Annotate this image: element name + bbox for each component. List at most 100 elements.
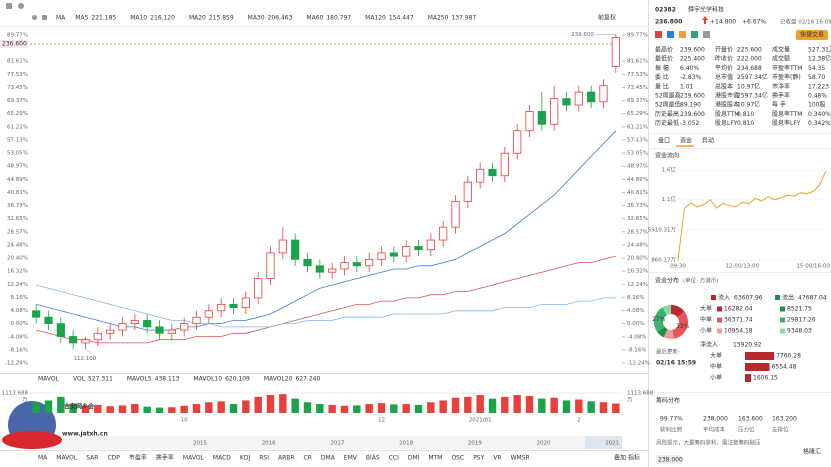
- candle-body: [204, 310, 213, 318]
- indicator-tab[interactable]: EMV: [344, 455, 358, 462]
- adjust-button[interactable]: 前复权: [598, 14, 616, 22]
- quote-value: -2.83%: [680, 74, 702, 81]
- table-header: 流出: [782, 294, 794, 302]
- indicator-tab[interactable]: WMSR: [511, 455, 530, 462]
- indicator-tab[interactable]: MTM: [428, 455, 442, 462]
- navigator[interactable]: [30, 436, 622, 449]
- bar-value: 7760.28: [776, 353, 801, 360]
- indicator-tab[interactable]: SAR: [86, 455, 98, 462]
- y-tick-label: 40.81%: [7, 190, 28, 196]
- quote-label: 港股股本: [715, 101, 739, 109]
- flow-line: [677, 170, 827, 260]
- indicator-tab[interactable]: ARBR: [278, 455, 295, 462]
- candle-body: [69, 336, 78, 344]
- donut-segment: [672, 311, 689, 339]
- y-tick-label: 24.48%: [627, 242, 648, 248]
- bar: [745, 352, 775, 360]
- indicator-tab[interactable]: CR: [304, 455, 312, 462]
- indicator-tab[interactable]: KDJ: [240, 455, 251, 462]
- y-tick-label: 57.13%: [627, 137, 648, 143]
- candle-body: [155, 326, 164, 334]
- volume-bar: [587, 401, 595, 413]
- settings-icon[interactable]: [42, 15, 47, 20]
- volume-bar: [131, 404, 139, 413]
- bar-label: 中单: [710, 363, 722, 371]
- indicator-tab[interactable]: BIAS: [366, 455, 380, 462]
- quote-label: 总市值: [715, 73, 733, 81]
- y-tick-label: 53.05%: [7, 151, 28, 157]
- candle-body: [439, 226, 448, 241]
- y-tick-label: 53.05%: [627, 151, 648, 157]
- indicator-tab[interactable]: 市盈率: [129, 454, 147, 462]
- indicator-tab[interactable]: OSC: [451, 455, 464, 462]
- navigator-year: 2016: [262, 441, 276, 447]
- indicator-tab[interactable]: 换手率: [156, 454, 174, 462]
- candle-body: [241, 297, 250, 308]
- quote-label: 换手率: [772, 92, 790, 100]
- quote-label: 52周最高: [655, 92, 681, 100]
- y-tick-label: 69.37%: [627, 98, 648, 104]
- quote-value: 2597.34亿: [737, 73, 768, 81]
- volume-bar: [414, 404, 423, 413]
- trade-button[interactable]: [796, 30, 828, 40]
- status: 已收盘 02/16 16:09: [780, 18, 831, 26]
- legend-box: [711, 295, 716, 300]
- ma-name: MA5: [75, 15, 88, 22]
- indicator-tab[interactable]: MA: [38, 455, 48, 462]
- indicator-tab[interactable]: DMA: [321, 455, 336, 462]
- vol-name: MAVOL10: [193, 376, 222, 383]
- navigator-window[interactable]: [585, 436, 622, 449]
- panel-tab[interactable]: 盘口: [658, 137, 670, 145]
- indicator-tab[interactable]: CDP: [107, 455, 120, 462]
- volume-bar: [168, 407, 176, 413]
- volume-bar: [106, 406, 114, 413]
- indicator-tab[interactable]: RSI: [259, 455, 269, 462]
- volume-bar: [155, 407, 164, 413]
- indicator-tab[interactable]: MAVOL: [56, 455, 78, 462]
- candle-body: [229, 303, 238, 308]
- volume-bar: [192, 404, 201, 413]
- ma-name: MA30: [248, 15, 265, 22]
- settings-icon[interactable]: [32, 15, 37, 20]
- indicator-tab[interactable]: PSY: [473, 455, 484, 462]
- tool-icon: [6, 3, 12, 9]
- candle-body: [143, 320, 152, 328]
- bar-value: 1606.15: [753, 375, 778, 382]
- candle-body: [254, 278, 263, 299]
- candle-body: [106, 329, 115, 334]
- volume-bar: [575, 399, 583, 413]
- legend-box: [780, 317, 785, 323]
- chart-title: 资金流向: [655, 152, 679, 160]
- indicator-tab[interactable]: MAVOL: [183, 455, 205, 462]
- y-tick-label: 57.13%: [7, 137, 28, 143]
- candle-body: [451, 201, 460, 228]
- indicator-tab[interactable]: CCI: [389, 455, 399, 462]
- y-tick-label: -8.16%: [9, 347, 28, 353]
- y-tick-label: 48.97%: [627, 164, 648, 170]
- indicator-tab[interactable]: MACD: [213, 455, 231, 462]
- trade-button-label[interactable]: 快捷交易: [800, 31, 824, 39]
- indicator-action[interactable]: 叠加: [614, 454, 626, 462]
- table-value: 8521.75: [787, 306, 812, 313]
- candle-body: [118, 323, 127, 331]
- volume-bar: [390, 404, 398, 413]
- table-value: 63607.96: [734, 295, 763, 302]
- quote-value: 239.600: [680, 47, 705, 54]
- quote-label: 量 比: [655, 82, 669, 90]
- updated-time: 02/16 15:59: [656, 360, 696, 367]
- panel-tab[interactable]: 异动: [702, 138, 714, 145]
- bar-label: 小单: [710, 374, 722, 382]
- volume-bar: [57, 396, 65, 413]
- y-tick-label: -8.16%: [627, 347, 646, 353]
- indicator-tab[interactable]: VR: [493, 455, 501, 462]
- indicator-action[interactable]: 指标: [628, 454, 640, 462]
- panel-tab[interactable]: 资金: [680, 137, 692, 145]
- y-tick-label: 0.00%: [11, 321, 28, 327]
- indicator-tab[interactable]: DMI: [408, 455, 420, 462]
- y-tick-label: 81.61%: [7, 59, 28, 65]
- candle-body: [574, 91, 583, 106]
- watermark-logo: [2, 401, 62, 449]
- candle-body: [365, 258, 374, 267]
- candle-body: [377, 252, 386, 260]
- y-tick-label: 36.73%: [7, 203, 28, 209]
